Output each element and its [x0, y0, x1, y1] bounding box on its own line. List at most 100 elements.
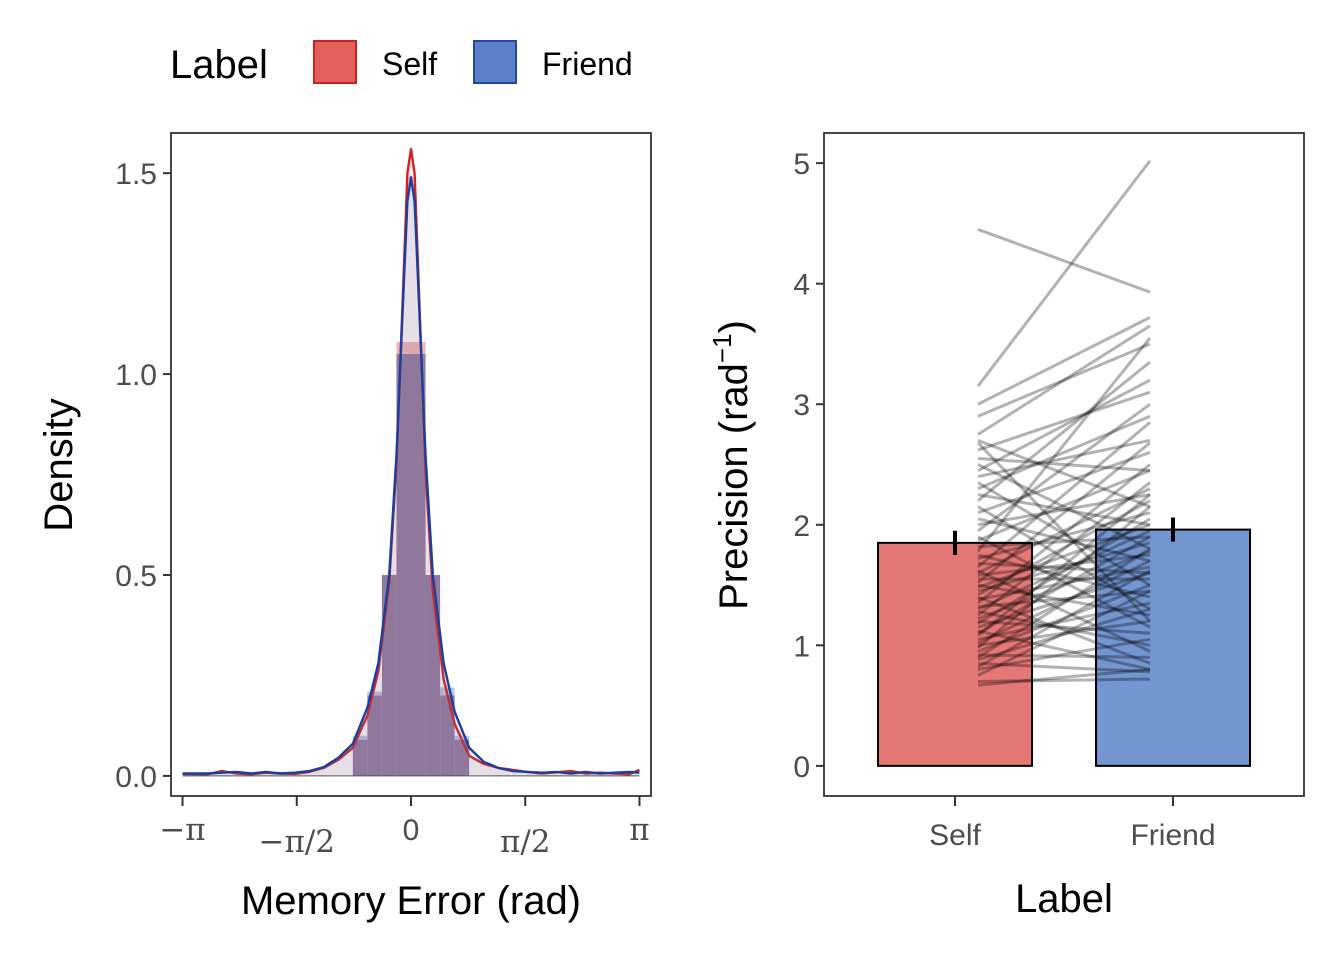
hist-bar-top-0 [352, 735, 368, 740]
paired-line [977, 390, 1151, 452]
paired-line [977, 487, 1151, 575]
paired-lines [976, 159, 1152, 687]
density-y-tick-label: 1.0 [115, 359, 157, 392]
y-title-main: Precision (rad [712, 363, 756, 610]
hist-bar-2 [381, 575, 397, 776]
precision-x-axis: Self Friend [929, 796, 1216, 852]
precision-y-tick-label: 1 [793, 630, 810, 663]
legend-label-friend: Friend [542, 46, 633, 82]
paired-line [977, 610, 1151, 647]
density-x-tick-label: −π [159, 812, 205, 848]
density-y-tick-label: 0.5 [115, 560, 157, 593]
paired-line [977, 569, 1151, 653]
paired-line [977, 438, 1151, 479]
precision-y-tick-label: 4 [793, 269, 810, 302]
paired-line [977, 561, 1151, 575]
y-title-close: ) [712, 320, 756, 333]
paired-line [977, 463, 1151, 605]
hist-bar-1 [367, 695, 382, 776]
paired-line [977, 619, 1151, 647]
precision-y-axis: 0 1 2 3 4 5 [793, 148, 824, 784]
density-area-self [182, 149, 640, 776]
paired-line [977, 517, 1151, 625]
precision-y-axis-title: Precision (rad−1) [707, 320, 756, 610]
hist-bar-4 [411, 354, 426, 776]
precision-y-tick-label: 5 [793, 148, 810, 181]
paired-line [977, 378, 1151, 472]
precision-x-axis-title: Label [1015, 877, 1113, 921]
paired-line [977, 547, 1151, 659]
paired-line [976, 336, 1152, 553]
legend: Label Self Friend [170, 40, 633, 87]
paired-line [977, 463, 1151, 551]
legend-label-self: Self [382, 46, 437, 82]
paired-line [977, 569, 1151, 669]
paired-line [977, 403, 1151, 533]
hist-bar-top-1 [367, 691, 382, 696]
paired-line [977, 559, 1151, 645]
hist-bar-6 [440, 695, 455, 776]
paired-line [977, 499, 1151, 597]
paired-line [977, 517, 1151, 563]
density-x-tick-label: −π/2 [258, 824, 335, 860]
precision-y-tick-label: 0 [793, 751, 810, 784]
paired-line [976, 159, 1152, 388]
precision-bar-friend [1095, 528, 1251, 767]
paired-line [977, 505, 1151, 611]
paired-line [977, 523, 1151, 589]
precision-x-tick-label: Friend [1130, 819, 1215, 852]
precision-panel: 0 1 2 3 4 5 Self Friend Label Precision (rad−1… [707, 132, 1305, 921]
legend-title: Label [170, 43, 268, 87]
density-y-tick-label: 0.0 [115, 761, 157, 794]
density-y-tick-label: 1.5 [115, 158, 157, 191]
paired-line [977, 493, 1151, 637]
paired-line [977, 619, 1151, 635]
paired-line [977, 316, 1151, 406]
paired-line [977, 553, 1151, 599]
paired-line [977, 493, 1151, 527]
paired-line [977, 414, 1151, 490]
precision-y-tick-label: 2 [793, 510, 810, 543]
paired-line [977, 583, 1151, 653]
density-x-tick-label: 0 [403, 814, 420, 847]
paired-line [977, 583, 1151, 617]
paired-line [977, 653, 1151, 659]
precision-bars [877, 528, 1251, 767]
paired-line [977, 451, 1151, 515]
paired-line [977, 595, 1151, 665]
density-curves [182, 147, 640, 777]
density-y-axis: 0.0 0.5 1.0 1.5 [115, 158, 171, 794]
paired-line [977, 601, 1151, 641]
density-x-tick-label: π/2 [500, 824, 551, 860]
paired-line [977, 661, 1151, 674]
paired-line [977, 589, 1151, 609]
paired-line [977, 589, 1151, 677]
paired-line [977, 481, 1151, 617]
paired-line [977, 438, 1151, 509]
paired-line [977, 677, 1151, 683]
paired-line [977, 324, 1151, 436]
paired-line [977, 456, 1151, 473]
paired-line [977, 511, 1151, 560]
paired-line [977, 481, 1151, 587]
paired-line [977, 549, 1151, 621]
precision-x-tick-label: Self [929, 819, 981, 852]
paired-line [977, 629, 1151, 671]
density-panel: 0.0 0.5 1.0 1.5 −π −π/2 0 π/2 π Memory Error (r… [37, 132, 652, 923]
paired-line [977, 535, 1151, 635]
paired-line [977, 421, 1151, 569]
precision-y-tick-label: 3 [793, 389, 810, 422]
density-y-axis-title: Density [37, 398, 81, 531]
paired-line [977, 571, 1151, 629]
paired-line [977, 342, 1151, 418]
precision-bar-self [877, 541, 1033, 767]
y-title-superscript: −1 [707, 333, 737, 363]
density-x-axis-title: Memory Error (rad) [241, 879, 581, 923]
paired-line [977, 493, 1151, 527]
density-x-tick-label: π [629, 812, 649, 848]
density-area-friend [182, 177, 640, 776]
hist-bar-3 [396, 354, 411, 776]
legend-swatch-friend [473, 40, 517, 84]
paired-line [977, 505, 1151, 649]
